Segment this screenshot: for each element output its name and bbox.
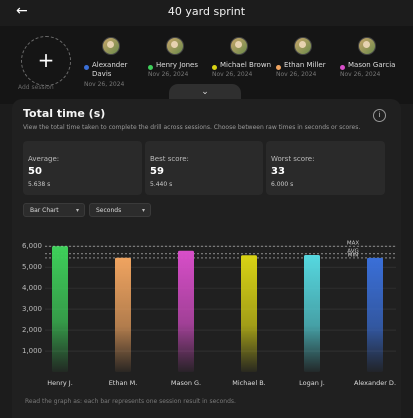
- bar-mason-g: [178, 250, 194, 372]
- stat-time: 5.440 s: [150, 181, 173, 188]
- back-button[interactable]: ←: [16, 3, 28, 19]
- bar-logan-j: [304, 255, 320, 372]
- x-tick-label: Henry J.: [47, 379, 73, 387]
- chevron-down-icon: ▾: [75, 207, 79, 214]
- x-tick-label: Mason G.: [171, 379, 201, 387]
- plus-icon: +: [37, 48, 55, 72]
- section-title: Total time (s): [23, 107, 106, 120]
- x-tick-label: Ethan M.: [109, 379, 138, 387]
- stat-card-average: Average: 50 5.638 s: [23, 141, 142, 195]
- stat-time: 6.000 s: [271, 181, 294, 188]
- avatar: [230, 37, 248, 55]
- bar-michael-b: [241, 255, 257, 372]
- section-description: View the total time taken to complete th…: [23, 124, 361, 131]
- avatar: [358, 37, 376, 55]
- x-tick-label: Michael B.: [232, 379, 266, 387]
- session-date: Nov 26, 2024: [84, 81, 125, 88]
- avatar: [294, 37, 312, 55]
- bar-alexander-d: [367, 257, 383, 372]
- y-tick-label: 1,000: [22, 347, 42, 355]
- bar-ethan-m: [115, 257, 131, 372]
- y-tick-label: 2,000: [22, 326, 42, 334]
- stat-label: Best score:: [150, 155, 189, 163]
- stat-label: Average:: [28, 155, 60, 163]
- session-date: Nov 26, 2024: [276, 71, 317, 78]
- y-tick-label: 4,000: [22, 284, 42, 292]
- collapse-sessions-button[interactable]: ⌄: [169, 84, 241, 100]
- avatar: [102, 37, 120, 55]
- stat-score: 33: [271, 166, 285, 177]
- avatar: [166, 37, 184, 55]
- session-name: Alexander: [92, 61, 128, 69]
- session-color-dot: [276, 65, 281, 70]
- grid: [45, 245, 396, 352]
- reference-lines: [45, 245, 396, 259]
- y-tick-label: 3,000: [22, 305, 42, 313]
- stat-card-best: Best score: 59 5.440 s: [145, 141, 263, 195]
- unit-value: Seconds: [96, 207, 122, 214]
- session-name: Henry Jones: [156, 61, 198, 69]
- session-color-dot: [84, 65, 89, 70]
- session-name-line2: Davis: [92, 70, 112, 78]
- reference-label-max: MAX: [347, 241, 360, 247]
- session-date: Nov 26, 2024: [148, 71, 189, 78]
- session-name: Michael Brown: [220, 61, 272, 69]
- unit-select[interactable]: Seconds ▾: [89, 203, 151, 217]
- y-tick-label: 5,000: [22, 263, 42, 271]
- x-tick-label: Alexander D.: [354, 379, 396, 387]
- stat-score: 50: [28, 166, 42, 177]
- session-name: Ethan Miller: [284, 61, 326, 69]
- stat-label: Worst score:: [271, 155, 315, 163]
- add-session-button[interactable]: +: [21, 36, 71, 86]
- reference-label-avg: AVG: [347, 248, 358, 254]
- session-name: Mason Garcia: [348, 61, 396, 69]
- bars: [52, 246, 383, 372]
- arrow-left-icon: ←: [16, 3, 28, 19]
- bar-henry-j: [52, 246, 68, 372]
- session-color-dot: [340, 65, 345, 70]
- chevron-down-icon: ▾: [141, 207, 145, 214]
- session-date: Nov 26, 2024: [340, 71, 381, 78]
- page-title: 40 yard sprint: [167, 5, 246, 18]
- session-color-dot: [148, 65, 153, 70]
- stat-score: 59: [150, 166, 164, 177]
- reference-label-min: MIN: [348, 252, 358, 258]
- session-color-dot: [212, 65, 217, 70]
- session-date: Nov 26, 2024: [212, 71, 253, 78]
- info-icon[interactable]: i: [373, 109, 386, 122]
- top-bar: ← 40 yard sprint: [0, 0, 413, 26]
- add-session-label: Add session: [18, 84, 54, 91]
- chart-footnote: Read the graph as: each bar represents o…: [25, 398, 236, 405]
- chart-type-value: Bar Chart: [30, 207, 59, 214]
- chart-type-select[interactable]: Bar Chart ▾: [23, 203, 85, 217]
- stat-time: 5.638 s: [28, 181, 51, 188]
- stat-card-worst: Worst score: 33 6.000 s: [266, 141, 385, 195]
- x-tick-label: Logan J.: [299, 379, 325, 387]
- chevron-down-icon: ⌄: [201, 87, 209, 97]
- y-tick-label: 6,000: [22, 242, 42, 250]
